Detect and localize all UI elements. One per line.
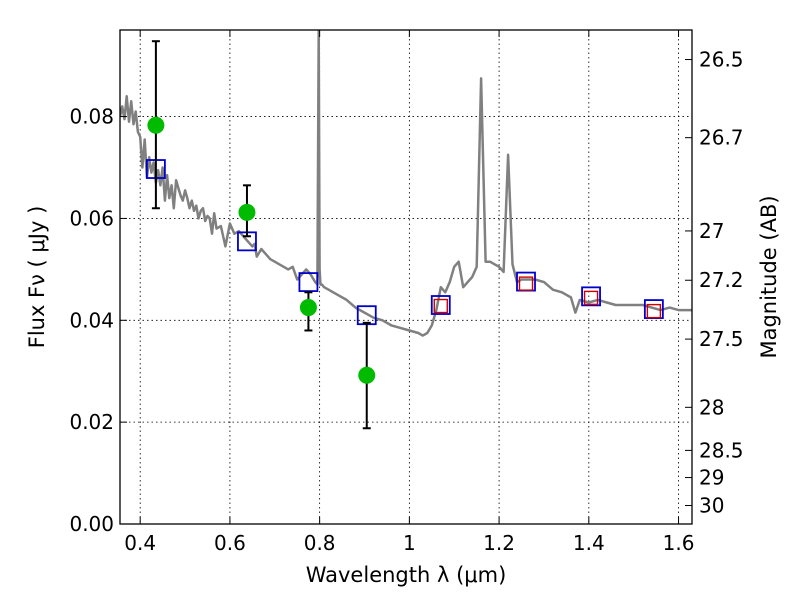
x-axis-label: Wavelength λ (μm) [306, 563, 507, 587]
mag-tick-label: 27.2 [699, 268, 744, 292]
model-photometry-red [433, 276, 662, 319]
mag-tick-label: 28.5 [699, 438, 744, 462]
y-tick-label: 0.02 [69, 410, 114, 434]
spectrum-line [120, 30, 692, 337]
x-tick-label: 0.4 [124, 531, 156, 555]
blue-square-marker [581, 286, 601, 307]
observed-point [299, 299, 317, 317]
red-square-marker [433, 298, 448, 314]
x-tick-label: 1.4 [573, 531, 605, 555]
blue-square-marker [430, 295, 451, 315]
blue-square-marker [298, 272, 319, 292]
observed-point [358, 366, 376, 384]
mag-tick-label: 26.7 [699, 126, 744, 150]
y-tick-label: 0.08 [69, 105, 114, 129]
red-square-marker [518, 276, 534, 291]
y2-axis-label: Magnitude (AB) [757, 195, 781, 358]
mag-tick-label: 30 [699, 494, 724, 518]
y-axis-label: Flux Fν ( μJy ) [25, 206, 49, 349]
x-tick-label: 0.8 [304, 531, 336, 555]
x-tick-label: 1 [403, 531, 416, 555]
red-square-marker [583, 290, 599, 306]
y-tick-label: 0.06 [69, 206, 114, 230]
observed-point [147, 116, 165, 134]
mag-tick-label: 26.5 [699, 48, 744, 72]
x-tick-label: 1.6 [663, 531, 695, 555]
y-tick-label: 0.00 [69, 512, 114, 536]
grid [120, 30, 692, 524]
red-square-marker [646, 303, 662, 319]
axis-ticks: 0.4 0.6 0.8 1 1.2 1.4 1.6 0.00 0.02 0.04 0.06 0.08 2… [69, 30, 744, 555]
mag-tick-label: 27.5 [699, 327, 744, 351]
mag-tick-label: 28 [699, 395, 724, 419]
observed-point [238, 203, 256, 221]
plot-frame [119, 29, 693, 525]
mag-tick-label: 29 [699, 466, 724, 490]
model-spectrum [120, 30, 692, 337]
observed-photometry [147, 40, 376, 430]
y-tick-label: 0.04 [69, 308, 114, 332]
x-tick-label: 0.6 [214, 531, 246, 555]
x-tick-label: 1.2 [483, 531, 515, 555]
mag-tick-label: 27 [699, 219, 724, 243]
